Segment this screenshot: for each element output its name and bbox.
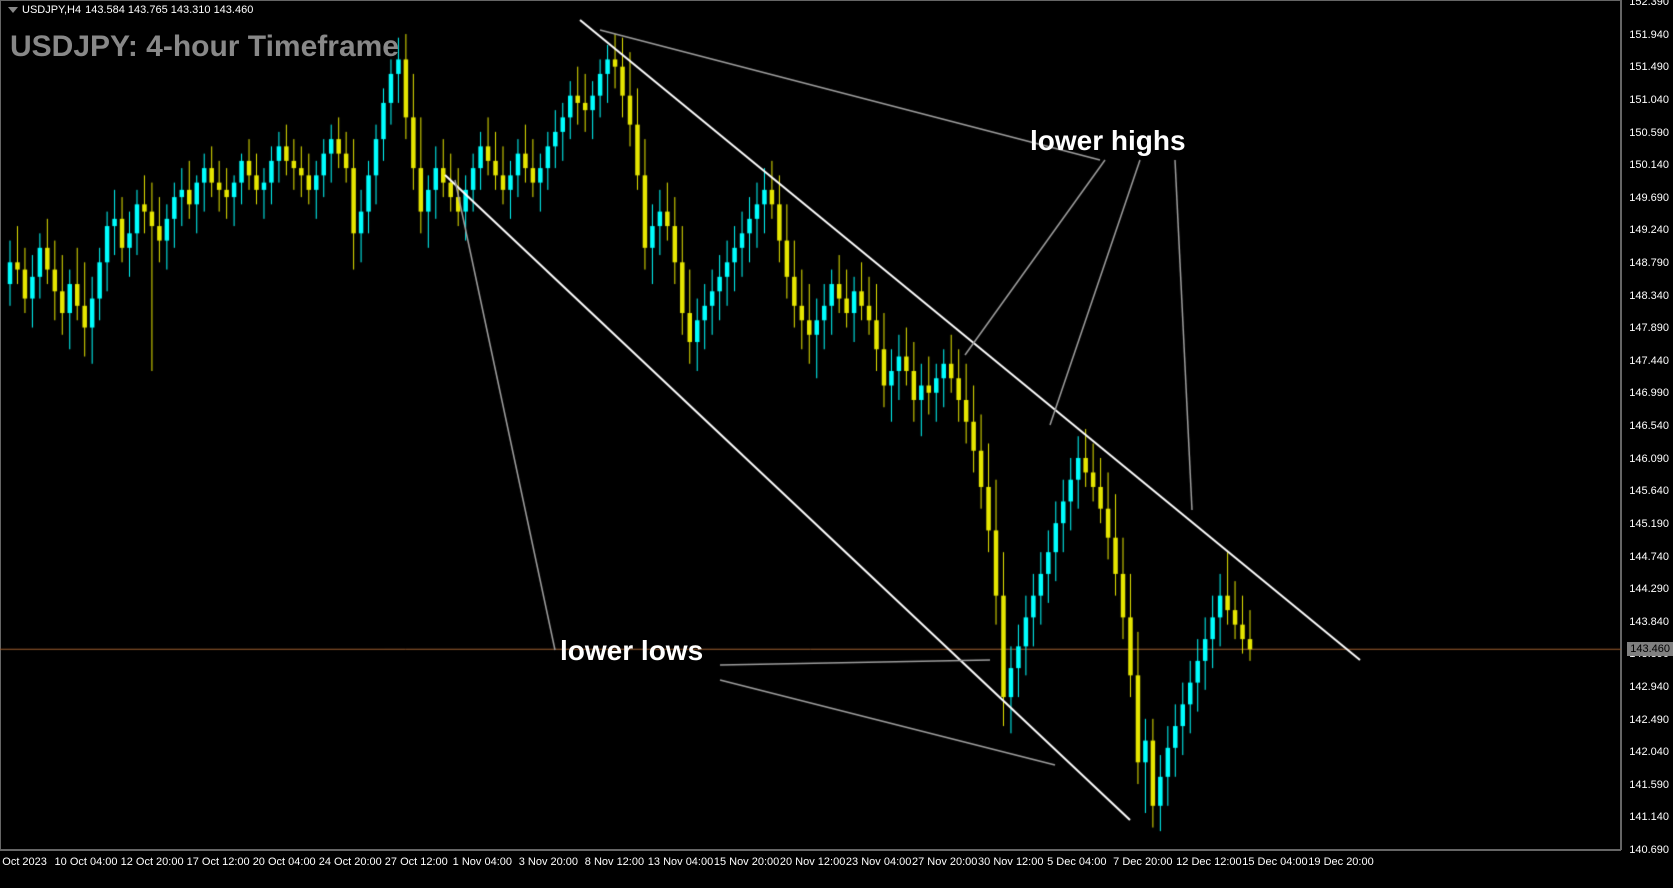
chart-title: USDJPY: 4-hour Timeframe xyxy=(10,30,399,64)
x-tick-label: 12 Dec 12:00 xyxy=(1176,856,1241,868)
y-tick-label: 147.890 xyxy=(1629,322,1669,334)
x-tick-label: 10 Oct 04:00 xyxy=(55,856,118,868)
y-tick-label: 142.940 xyxy=(1629,681,1669,693)
annotation-lower-highs: lower highs xyxy=(1030,125,1186,157)
y-tick-label: 145.190 xyxy=(1629,518,1669,530)
y-tick-label: 149.690 xyxy=(1629,192,1669,204)
annotation-lower-lows: lower lows xyxy=(560,635,703,667)
y-tick-label: 140.690 xyxy=(1629,844,1669,856)
y-tick-label: 141.140 xyxy=(1629,811,1669,823)
y-tick-label: 142.040 xyxy=(1629,746,1669,758)
x-tick-label: 27 Nov 20:00 xyxy=(912,856,977,868)
x-tick-label: 17 Oct 12:00 xyxy=(187,856,250,868)
x-tick-label: 13 Nov 04:00 xyxy=(648,856,713,868)
y-tick-label: 145.640 xyxy=(1629,485,1669,497)
x-tick-label: 30 Nov 12:00 xyxy=(978,856,1043,868)
x-tick-label: 20 Oct 04:00 xyxy=(253,856,316,868)
symbol-label: USDJPY,H4 xyxy=(22,4,81,16)
y-tick-label: 152.390 xyxy=(1629,0,1669,8)
y-tick-label: 151.490 xyxy=(1629,61,1669,73)
x-tick-label: 5 Oct 2023 xyxy=(0,856,47,868)
x-tick-label: 7 Dec 20:00 xyxy=(1113,856,1172,868)
y-tick-label: 146.990 xyxy=(1629,387,1669,399)
dropdown-icon[interactable] xyxy=(8,7,18,13)
x-tick-label: 1 Nov 04:00 xyxy=(453,856,512,868)
y-tick-label: 144.740 xyxy=(1629,551,1669,563)
x-tick-label: 20 Nov 12:00 xyxy=(780,856,845,868)
x-tick-label: 27 Oct 12:00 xyxy=(385,856,448,868)
chart-container[interactable]: USDJPY,H4 143.584 143.765 143.310 143.46… xyxy=(0,0,1673,888)
x-tick-label: 5 Dec 04:00 xyxy=(1047,856,1106,868)
x-tick-label: 24 Oct 20:00 xyxy=(319,856,382,868)
y-tick-label: 149.240 xyxy=(1629,224,1669,236)
y-tick-label: 141.590 xyxy=(1629,779,1669,791)
y-axis: 140.690141.140141.590142.040142.490142.9… xyxy=(1621,0,1673,850)
y-tick-label: 151.940 xyxy=(1629,29,1669,41)
y-tick-label: 144.290 xyxy=(1629,583,1669,595)
x-tick-label: 23 Nov 04:00 xyxy=(846,856,911,868)
y-tick-label: 147.440 xyxy=(1629,355,1669,367)
x-tick-label: 15 Nov 20:00 xyxy=(714,856,779,868)
y-tick-label: 150.590 xyxy=(1629,127,1669,139)
y-tick-label: 146.540 xyxy=(1629,420,1669,432)
y-tick-label: 146.090 xyxy=(1629,453,1669,465)
y-tick-label: 142.490 xyxy=(1629,714,1669,726)
ohlc-label: 143.584 143.765 143.310 143.460 xyxy=(85,4,253,16)
chart-canvas[interactable] xyxy=(0,0,1673,888)
symbol-info-bar: USDJPY,H4 143.584 143.765 143.310 143.46… xyxy=(8,4,253,16)
x-tick-label: 12 Oct 20:00 xyxy=(121,856,184,868)
x-axis: 5 Oct 2023 10 Oct 04:0012 Oct 20:0017 Oct… xyxy=(0,850,1621,888)
y-tick-label: 143.840 xyxy=(1629,616,1669,628)
current-price-box: 143.460 xyxy=(1627,642,1673,656)
y-tick-label: 150.140 xyxy=(1629,159,1669,171)
y-tick-label: 151.040 xyxy=(1629,94,1669,106)
y-tick-label: 148.340 xyxy=(1629,290,1669,302)
x-tick-label: 3 Nov 20:00 xyxy=(519,856,578,868)
y-tick-label: 148.790 xyxy=(1629,257,1669,269)
x-tick-label: 8 Nov 12:00 xyxy=(585,856,644,868)
x-tick-label: 19 Dec 20:00 xyxy=(1308,856,1373,868)
x-tick-label: 15 Dec 04:00 xyxy=(1242,856,1307,868)
